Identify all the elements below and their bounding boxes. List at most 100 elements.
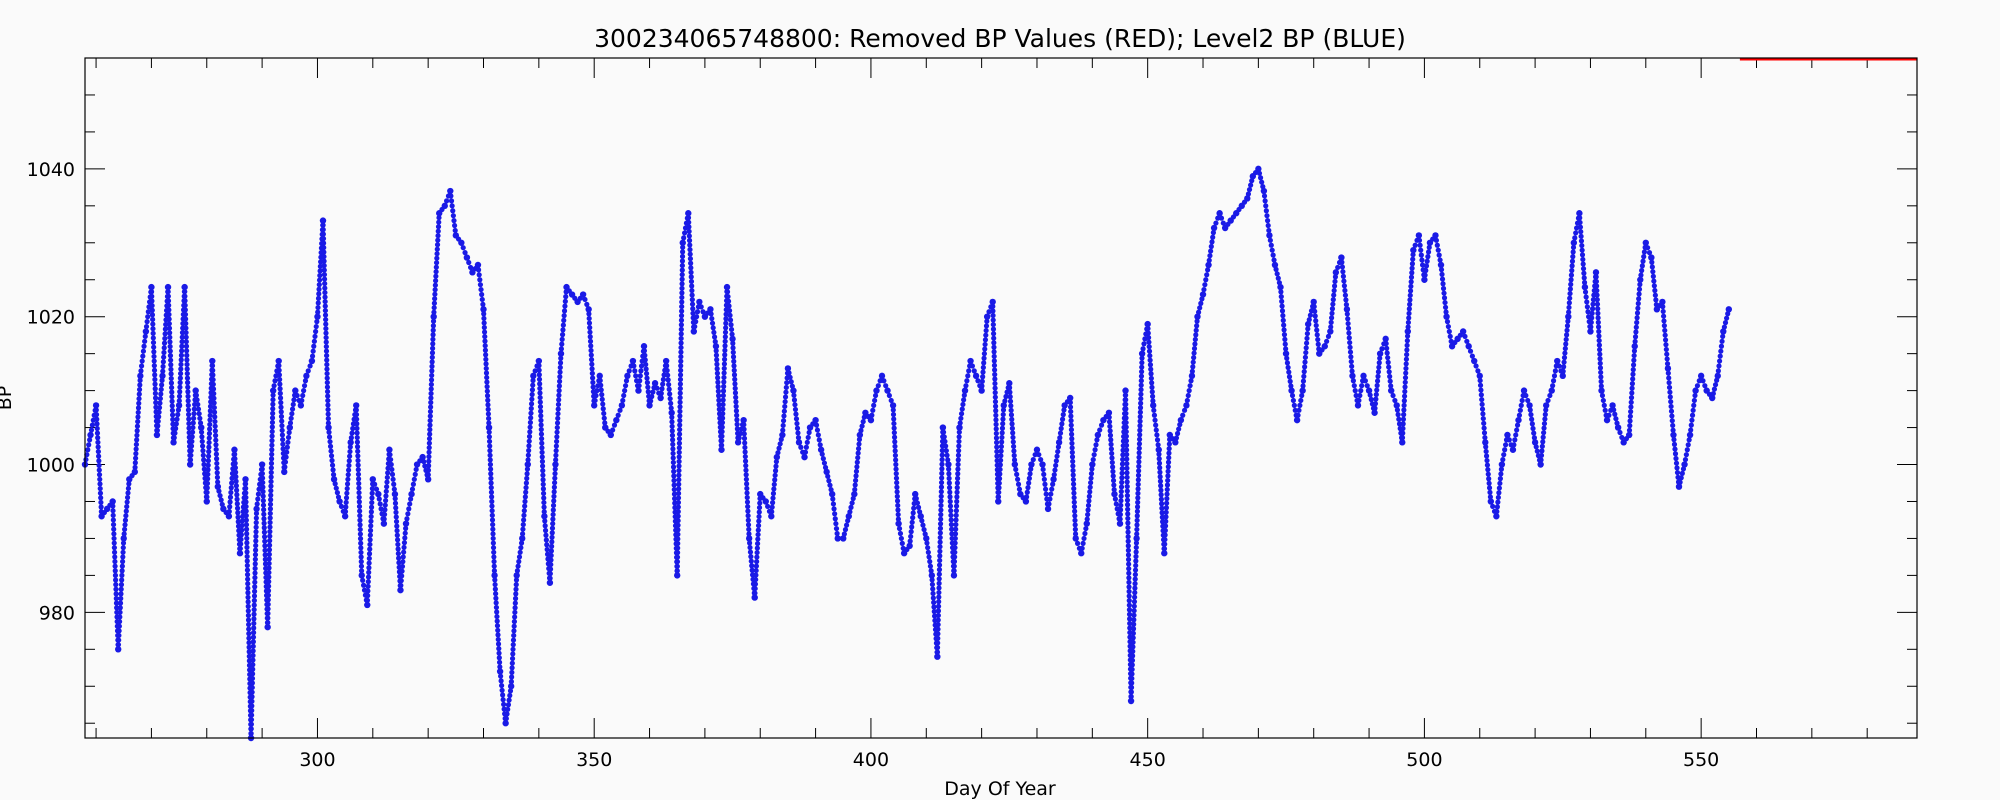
data-point-fill: [182, 293, 188, 299]
data-point-fill: [675, 499, 682, 506]
data-point-fill: [396, 555, 402, 561]
data-point-fill: [678, 326, 684, 332]
data-point-fill: [1627, 413, 1633, 419]
data-point: [1244, 195, 1251, 202]
data-point-fill: [688, 278, 695, 285]
data-point-fill: [956, 434, 962, 440]
data-point-fill: [377, 501, 383, 507]
data-point-fill: [1286, 369, 1292, 375]
data-point-fill: [755, 531, 761, 538]
data-point-fill: [522, 498, 528, 505]
data-point-fill: [936, 571, 942, 577]
data-point: [596, 372, 603, 380]
data-point-fill: [948, 521, 955, 528]
data-point-fill: [598, 387, 604, 393]
data-point-fill: [668, 405, 674, 411]
data-point-fill: [347, 444, 353, 450]
data-point-fill: [602, 420, 608, 426]
data-point-fill: [677, 417, 683, 424]
data-point-fill: [558, 355, 564, 361]
data-point-fill: [1128, 689, 1134, 695]
data-point-fill: [1126, 584, 1132, 590]
data-point-fill: [211, 400, 217, 406]
data-point-fill: [1124, 465, 1130, 471]
data-point: [939, 424, 947, 431]
data-point-fill: [559, 336, 565, 342]
data-point-fill: [185, 407, 192, 413]
data-point-fill: [324, 384, 331, 390]
data-point-fill: [1530, 425, 1536, 432]
data-point-fill: [600, 401, 606, 407]
data-point-fill: [748, 558, 754, 564]
data-point-fill: [1641, 254, 1647, 260]
data-point-fill: [755, 527, 761, 533]
data-point-fill: [854, 459, 860, 465]
data-point-fill: [1330, 297, 1336, 303]
data-point-fill: [990, 331, 997, 337]
data-point-fill: [1288, 383, 1294, 389]
data-point-fill: [1134, 504, 1141, 510]
data-point-fill: [320, 231, 326, 237]
data-point-fill: [1125, 529, 1131, 535]
data-point: [1122, 387, 1129, 394]
data-point-fill: [855, 446, 862, 452]
data-point-fill: [316, 282, 322, 288]
data-point-fill: [886, 392, 892, 399]
data-point-fill: [1306, 317, 1312, 323]
data-point-fill: [516, 554, 523, 560]
data-point-fill: [1136, 445, 1142, 451]
data-point-fill: [252, 570, 258, 576]
data-point-fill: [204, 494, 210, 500]
data-point-fill: [1302, 359, 1308, 365]
data-point-fill: [721, 356, 728, 363]
data-point: [341, 513, 349, 520]
data-point: [801, 453, 808, 461]
data-point: [1493, 513, 1500, 520]
data-point-fill: [1443, 309, 1449, 315]
data-point-fill: [716, 393, 722, 399]
data-point: [408, 490, 415, 498]
data-point: [186, 461, 194, 468]
data-point-fill: [794, 420, 800, 427]
data-point-fill: [610, 427, 616, 433]
data-point-fill: [895, 516, 901, 522]
data-point-fill: [136, 400, 142, 406]
data-point-fill: [161, 345, 167, 351]
data-point-fill: [954, 480, 961, 486]
data-point-fill: [1314, 332, 1320, 338]
data-point-fill: [775, 450, 781, 456]
data-point: [1681, 461, 1688, 468]
data-point-fill: [355, 462, 361, 468]
data-point-fill: [679, 253, 686, 260]
data-point-fill: [265, 610, 271, 617]
data-point-fill: [611, 422, 618, 428]
data-point-fill: [685, 215, 692, 221]
data-point-fill: [677, 399, 683, 405]
data-point-fill: [433, 269, 439, 275]
data-point-fill: [949, 531, 955, 537]
data-point: [1083, 520, 1090, 527]
data-point-fill: [990, 312, 996, 319]
data-point-fill: [144, 319, 150, 325]
data-point-fill: [343, 495, 350, 501]
data-point-fill: [156, 414, 162, 420]
data-point-fill: [426, 449, 432, 455]
data-point-fill: [1129, 666, 1135, 673]
data-point-fill: [117, 614, 123, 620]
data-point-fill: [329, 462, 336, 468]
data-point-fill: [1138, 391, 1144, 397]
data-point-fill: [971, 368, 977, 374]
data-point-fill: [400, 559, 406, 565]
data-point-fill: [1673, 460, 1680, 466]
data-point-fill: [756, 504, 763, 511]
data-point-fill: [1193, 327, 1199, 333]
data-point: [264, 623, 271, 631]
data-point-fill: [939, 457, 945, 463]
data-point-fill: [322, 285, 328, 291]
data-point-fill: [834, 530, 840, 537]
data-point-fill: [895, 502, 901, 509]
data-point-fill: [312, 333, 318, 340]
data-point-fill: [269, 438, 275, 444]
data-point-fill: [1193, 332, 1199, 338]
data-point-fill: [747, 549, 754, 555]
